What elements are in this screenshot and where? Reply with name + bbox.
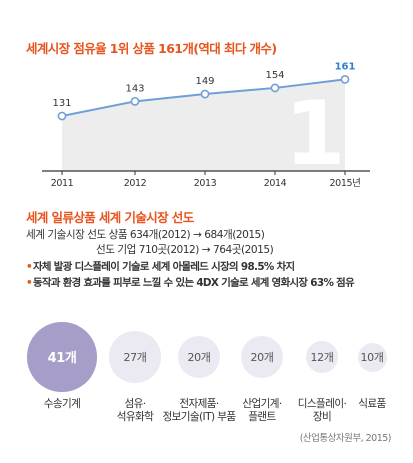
bullet-1: •자체 발광 디스플레이 기술로 세계 아몰레드 시장의 98.5% 차지: [26, 258, 295, 273]
data-label: 131: [52, 98, 71, 109]
bubble-circle: 20개: [178, 336, 220, 378]
source-note: (산업통상자원부, 2015): [299, 433, 392, 444]
line-chart: 1 131 2011 143 2012 149 2013 154 2014 161 2015년: [42, 61, 370, 189]
bubble-label: 디스플레이· 장비: [297, 398, 347, 423]
chart-title: 세계시장 점유율 1위 상품 161개(역대 최다 개수): [26, 41, 277, 56]
data-point: [200, 89, 210, 99]
data-point: [340, 75, 350, 84]
info-line-2: 선도 기업 710곳(2012) → 764곳(2015): [96, 244, 274, 256]
section-title: 세계 일류상품 세계 기술시장 선도: [26, 210, 194, 225]
bullet-dot: •: [26, 277, 33, 289]
bubble-label: 수송기계: [43, 398, 81, 410]
bubble-label: 전자제품· 정보기술(IT) 부품: [162, 398, 236, 423]
bullet-2-text: 동작과 환경 효과를 피부로 느낄 수 있는 4DX 기술로 세계 영화시장 6…: [33, 277, 355, 289]
data-point: [270, 83, 280, 93]
decorative-number-one: 1: [284, 82, 345, 185]
info-line-1: 세계 기술시장 선도 상품 634개(2012) → 684개(2015): [26, 229, 265, 241]
bubble-circle: 12개: [306, 341, 338, 373]
x-tick-label: 2011: [51, 178, 74, 189]
data-label: 143: [125, 83, 144, 94]
data-label: 149: [195, 76, 214, 87]
data-label: 154: [265, 70, 284, 81]
bubble-circle: 20개: [241, 336, 283, 378]
x-tick-label: 2014: [264, 178, 287, 189]
bullet-dot: •: [26, 261, 33, 273]
bubble-label: 식료품: [358, 398, 386, 410]
data-label: 161: [335, 61, 356, 72]
bubble-circle: 10개: [357, 342, 387, 372]
bubble-label: 산업기계· 플랜트: [242, 398, 282, 423]
bullet-1-text: 자체 발광 디스플레이 기술로 세계 아몰레드 시장의 98.5% 차지: [33, 261, 295, 273]
x-tick-label: 2013: [194, 178, 217, 189]
bubble-circle: 41개: [27, 322, 97, 392]
data-point: [57, 111, 67, 121]
data-point: [130, 96, 140, 106]
bubble-label: 섬유· 석유화학: [116, 398, 154, 423]
x-tick-label: 2015년: [330, 178, 361, 189]
x-tick-label: 2012: [124, 178, 147, 189]
bullet-2: •동작과 환경 효과를 피부로 느낄 수 있는 4DX 기술로 세계 영화시장 …: [26, 274, 355, 289]
bubble-circle: 27개: [109, 331, 161, 383]
